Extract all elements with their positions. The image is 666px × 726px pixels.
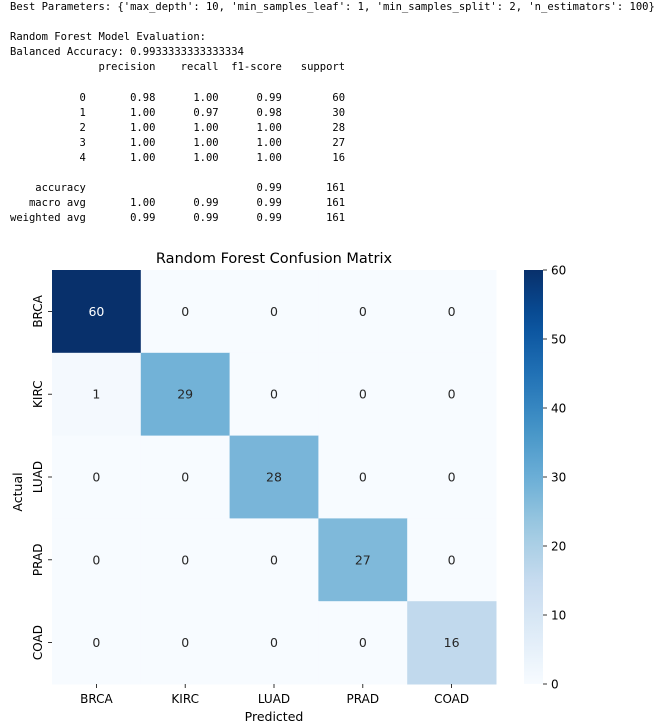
heatmap-cell bbox=[407, 435, 497, 519]
cell-value-label: 1 bbox=[92, 387, 100, 402]
heatmap-cell bbox=[229, 601, 319, 685]
y-tick-label: LUAD bbox=[31, 461, 45, 493]
cell-value-label: 0 bbox=[181, 304, 189, 319]
cell-value-label: 0 bbox=[448, 470, 456, 485]
x-tick-label: PRAD bbox=[347, 692, 380, 706]
cell-value-label: 0 bbox=[270, 635, 278, 650]
report-header-line: precision recall f1-score support bbox=[10, 61, 346, 74]
y-tick-label: PRAD bbox=[31, 544, 45, 577]
heatmap-cell bbox=[140, 270, 231, 354]
cell-value-label: 16 bbox=[444, 635, 460, 650]
cell-value-label: 0 bbox=[359, 470, 367, 485]
y-tick-label: BRCA bbox=[31, 294, 45, 327]
blank-line bbox=[10, 15, 666, 30]
colorbar-tick-label: 10 bbox=[551, 609, 566, 623]
colorbar-tick-label: 60 bbox=[551, 264, 566, 278]
colorbar-tick-label: 20 bbox=[551, 540, 566, 554]
heatmap-cell bbox=[52, 601, 142, 685]
cell-value-label: 0 bbox=[181, 635, 189, 650]
cell-value-label: 0 bbox=[359, 635, 367, 650]
colorbar-tick-label: 0 bbox=[551, 678, 559, 692]
colorbar-gradient bbox=[524, 270, 543, 684]
y-tick-label: COAD bbox=[31, 625, 45, 660]
cell-value-label: 0 bbox=[448, 304, 456, 319]
heatmap-cell bbox=[318, 435, 408, 519]
cell-value-label: 60 bbox=[88, 304, 104, 319]
heatmap-cell bbox=[140, 518, 231, 602]
cell-value-label: 0 bbox=[270, 552, 278, 567]
report-row-1: 1 1.00 0.97 0.98 30 bbox=[10, 106, 346, 119]
heatmap-cell bbox=[229, 518, 319, 602]
heatmap-cell bbox=[318, 601, 408, 685]
heatmap-cell bbox=[140, 435, 231, 519]
cell-value-label: 0 bbox=[448, 552, 456, 567]
heatmap-cell bbox=[407, 518, 497, 602]
heatmap-cell bbox=[318, 352, 408, 437]
x-tick-label: COAD bbox=[434, 692, 469, 706]
chart-title: Random Forest Confusion Matrix bbox=[156, 251, 393, 267]
heatmap-cell bbox=[407, 270, 497, 354]
eval-title-line: Random Forest Model Evaluation: bbox=[10, 31, 206, 44]
report-weighted-avg-row: weighted avg 0.99 0.99 0.99 161 bbox=[10, 212, 346, 225]
heatmap-cell bbox=[229, 270, 319, 354]
cell-value-label: 28 bbox=[266, 470, 282, 485]
colorbar-tick-label: 40 bbox=[551, 402, 566, 416]
y-axis: BRCA KIRC LUAD PRAD COAD bbox=[31, 294, 52, 660]
y-axis-label: Actual bbox=[10, 472, 25, 511]
heatmap-cell bbox=[318, 518, 408, 602]
heatmap-cell bbox=[407, 352, 497, 437]
cell-value-label: 0 bbox=[181, 470, 189, 485]
cell-value-label: 0 bbox=[448, 387, 456, 402]
heatmap-cell bbox=[140, 352, 231, 437]
heatmap-cell bbox=[52, 435, 142, 519]
report-row-3: 3 1.00 1.00 1.00 27 bbox=[10, 136, 346, 149]
confusion-matrix-figure: Random Forest Confusion Matrix 60 0 0 0 0 1 29… bbox=[0, 244, 666, 726]
heatmap-cell bbox=[407, 601, 497, 685]
heatmap-cells bbox=[52, 270, 497, 685]
heatmap-cell bbox=[52, 518, 142, 602]
report-macro-avg-row: macro avg 1.00 0.99 0.99 161 bbox=[10, 197, 346, 210]
cell-value-label: 0 bbox=[92, 552, 100, 567]
cell-value-label: 0 bbox=[270, 304, 278, 319]
report-accuracy-row: accuracy 0.99 161 bbox=[10, 182, 346, 195]
x-tick-label: BRCA bbox=[80, 692, 113, 706]
heatmap-cell bbox=[229, 435, 319, 519]
x-tick-label: KIRC bbox=[171, 692, 199, 706]
report-row-2: 2 1.00 1.00 1.00 28 bbox=[10, 121, 346, 134]
colorbar-tick-label: 50 bbox=[551, 333, 566, 347]
cell-value-label: 0 bbox=[181, 552, 189, 567]
cell-value-label: 0 bbox=[359, 304, 367, 319]
heatmap-cell bbox=[52, 352, 142, 437]
cell-value-label: 0 bbox=[92, 635, 100, 650]
heatmap-cell bbox=[140, 601, 231, 685]
y-tick-label: KIRC bbox=[31, 380, 45, 408]
heatmap-cell-labels: 60 0 0 0 0 1 29 0 0 0 0 0 28 0 0 0 0 0 27 0 0 0 0 0 16 bbox=[88, 304, 459, 650]
colorbar-tick-label: 30 bbox=[551, 471, 566, 485]
confusion-matrix-chart: Random Forest Confusion Matrix 60 0 0 0 0 1 29… bbox=[10, 251, 566, 724]
balanced-accuracy-line: Balanced Accuracy: 0.9933333333333334 bbox=[10, 46, 244, 59]
x-tick-label: LUAD bbox=[258, 692, 290, 706]
cell-value-label: 0 bbox=[270, 387, 278, 402]
report-row-4: 4 1.00 1.00 1.00 16 bbox=[10, 151, 346, 164]
x-axis-label: Predicted bbox=[245, 709, 304, 724]
cell-value-label: 27 bbox=[355, 552, 371, 567]
cell-value-label: 29 bbox=[177, 387, 193, 402]
heatmap-cell bbox=[229, 352, 319, 437]
cell-value-label: 0 bbox=[359, 387, 367, 402]
best-params-line: Best Parameters: {'max_depth': 10, 'min_… bbox=[10, 1, 655, 13]
console-output: Best Parameters: {'max_depth': 10, 'min_… bbox=[10, 0, 666, 226]
heatmap-cell bbox=[318, 270, 408, 354]
x-axis: BRCA KIRC LUAD PRAD COAD bbox=[80, 684, 469, 706]
blank-line bbox=[10, 75, 666, 90]
blank-line bbox=[10, 166, 666, 181]
colorbar: 0 10 20 30 40 50 60 bbox=[524, 264, 566, 692]
cell-value-label: 0 bbox=[92, 470, 100, 485]
report-row-0: 0 0.98 1.00 0.99 60 bbox=[10, 91, 346, 104]
heatmap-cell bbox=[52, 270, 142, 354]
